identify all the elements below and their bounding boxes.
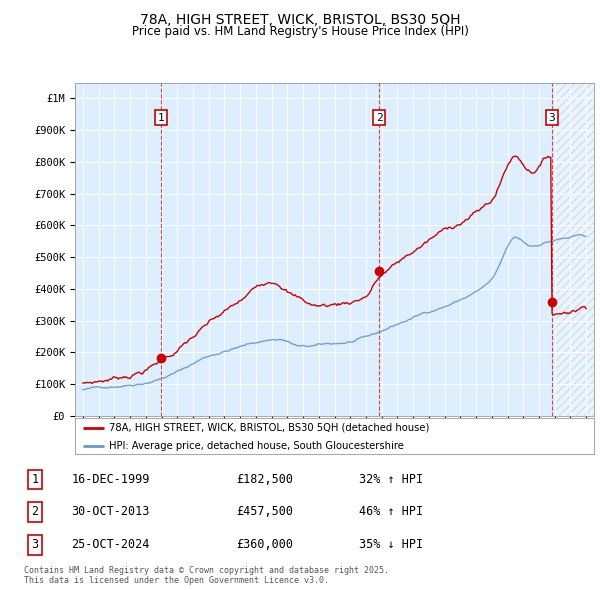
Text: 3: 3 [32, 539, 39, 552]
Text: 30-OCT-2013: 30-OCT-2013 [71, 505, 150, 518]
Text: 16-DEC-1999: 16-DEC-1999 [71, 473, 150, 486]
Text: 32% ↑ HPI: 32% ↑ HPI [359, 473, 423, 486]
Text: 1: 1 [157, 113, 164, 123]
Text: 1: 1 [32, 473, 39, 486]
Text: Price paid vs. HM Land Registry's House Price Index (HPI): Price paid vs. HM Land Registry's House … [131, 25, 469, 38]
Text: 2: 2 [376, 113, 382, 123]
Text: £360,000: £360,000 [236, 539, 293, 552]
Text: Contains HM Land Registry data © Crown copyright and database right 2025.
This d: Contains HM Land Registry data © Crown c… [24, 566, 389, 585]
Text: 46% ↑ HPI: 46% ↑ HPI [359, 505, 423, 518]
Text: 78A, HIGH STREET, WICK, BRISTOL, BS30 5QH: 78A, HIGH STREET, WICK, BRISTOL, BS30 5Q… [140, 13, 460, 27]
Text: £457,500: £457,500 [236, 505, 293, 518]
Text: 25-OCT-2024: 25-OCT-2024 [71, 539, 150, 552]
Text: 78A, HIGH STREET, WICK, BRISTOL, BS30 5QH (detached house): 78A, HIGH STREET, WICK, BRISTOL, BS30 5Q… [109, 423, 429, 433]
Text: 3: 3 [548, 113, 555, 123]
Text: £182,500: £182,500 [236, 473, 293, 486]
Text: 2: 2 [32, 505, 39, 518]
Text: 35% ↓ HPI: 35% ↓ HPI [359, 539, 423, 552]
Bar [554, 83, 594, 416]
Text: HPI: Average price, detached house, South Gloucestershire: HPI: Average price, detached house, Sout… [109, 441, 404, 451]
